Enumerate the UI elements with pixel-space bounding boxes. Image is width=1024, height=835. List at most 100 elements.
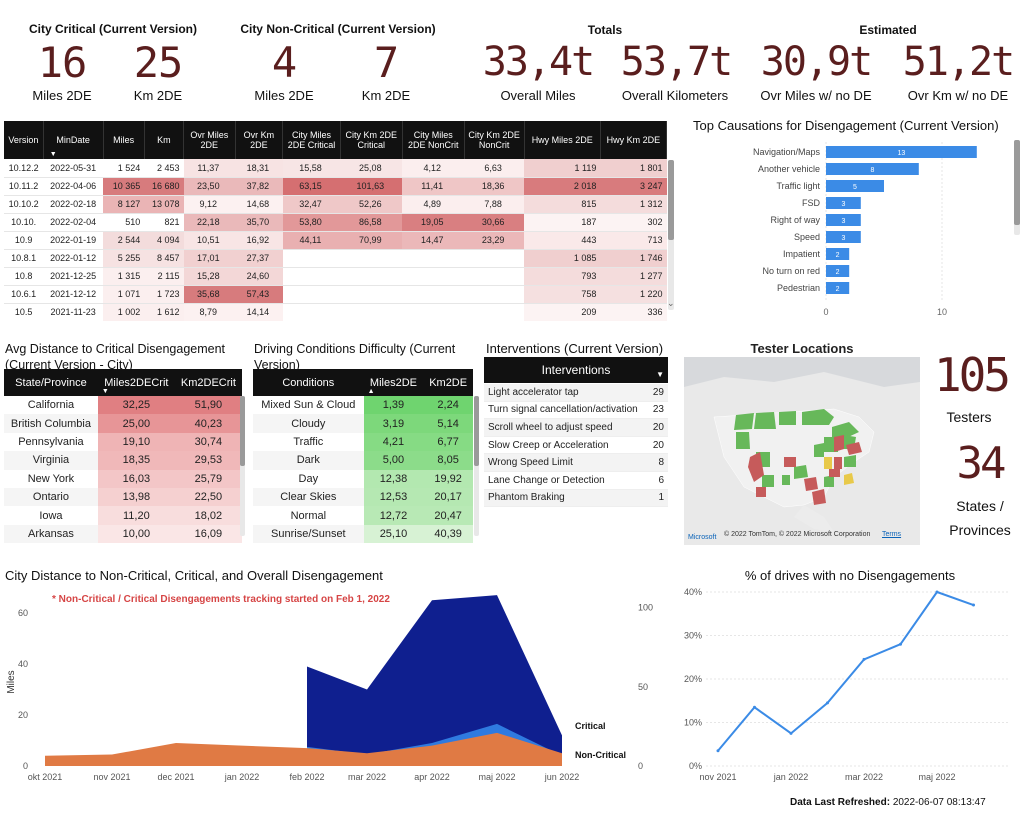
- version-col-header[interactable]: MinDate ▼: [43, 121, 104, 159]
- bar[interactable]: [826, 231, 861, 243]
- bar[interactable]: [826, 248, 850, 260]
- table-row[interactable]: Ontario 13,98 22,50: [4, 487, 242, 507]
- interventions-list: Light accelerator tap 29 Turn signal cance…: [484, 384, 668, 508]
- testers-count: 105: [933, 348, 1011, 402]
- bar[interactable]: [826, 265, 850, 277]
- table-row[interactable]: Iowa 11,20 18,02: [4, 506, 242, 525]
- table-row[interactable]: 10.9 2022-01-19 2 544 4 094 10,51 16,92 44,11 7…: [4, 231, 667, 250]
- list-item[interactable]: Wrong Speed Limit 8: [484, 454, 668, 472]
- table-cell: 2021-11-23: [43, 303, 104, 321]
- table-row[interactable]: 10.10.2 2022-02-18 8 127 13 078 9,12 14,68 32,…: [4, 195, 667, 214]
- version-col-header[interactable]: City Km 2DE NonCrit: [464, 121, 525, 159]
- avg-distance-panel[interactable]: State/Province Miles2DECrit ▼ Km2DECrit Cal…: [4, 369, 242, 543]
- table-cell: 209: [524, 303, 601, 321]
- list-item[interactable]: Lane Change or Detection 6: [484, 472, 668, 490]
- table-row[interactable]: Clear Skies 12,53 20,17: [253, 487, 473, 507]
- kpi-critical-miles: 16: [37, 38, 88, 87]
- table-cell: 1 119: [524, 159, 601, 178]
- version-col-header[interactable]: Ovr Km 2DE: [235, 121, 284, 159]
- table-cell: Normal: [290, 509, 327, 522]
- version-col-header[interactable]: Ovr Miles 2DE: [183, 121, 236, 159]
- avg-distance-scrollbar[interactable]: [240, 396, 245, 536]
- sort-up-icon[interactable]: ▲: [367, 388, 375, 395]
- table-cell: 815: [524, 195, 601, 214]
- interventions-header[interactable]: Interventions ▼: [484, 357, 668, 383]
- last-refreshed: Data Last Refreshed: 2022-06-07 08:13:47: [790, 797, 986, 808]
- table-row[interactable]: Virginia 18,35 29,53: [4, 451, 242, 470]
- avg-distance-col-header[interactable]: State/Province: [4, 369, 98, 396]
- table-row[interactable]: California 32,25 51,90: [4, 396, 242, 415]
- table-cell: 2 453: [144, 159, 184, 178]
- list-item[interactable]: Slow Creep or Acceleration 20: [484, 437, 668, 455]
- list-item[interactable]: Phantom Braking 1: [484, 489, 668, 508]
- version-col-header[interactable]: Version: [4, 121, 44, 159]
- driving-conditions-panel[interactable]: Conditions Miles2DE ▲ Km2DE Mixed Sun & Clo…: [253, 369, 473, 543]
- sort-down-icon[interactable]: ▼: [656, 370, 664, 379]
- table-row[interactable]: Day 12,38 19,92: [253, 469, 473, 488]
- table-row[interactable]: Traffic 4,21 6,77: [253, 432, 473, 452]
- bar[interactable]: [826, 214, 861, 226]
- bar[interactable]: [826, 282, 850, 294]
- table-row[interactable]: Pennsylvania 19,10 30,74: [4, 432, 242, 452]
- list-item[interactable]: Scroll wheel to adjust speed 20: [484, 419, 668, 437]
- driving-conditions-col-header[interactable]: Km2DE: [423, 369, 473, 396]
- table-cell: 10.12.2: [4, 159, 44, 178]
- states-count: 34: [956, 438, 1007, 489]
- version-table-panel[interactable]: Version MinDate ▼ Miles Km Ovr Miles 2DE Ovr K…: [4, 121, 667, 321]
- bar[interactable]: [826, 197, 861, 209]
- driving-conditions-col-header[interactable]: Conditions: [253, 369, 364, 396]
- table-cell: 8,05: [423, 451, 473, 470]
- version-col-header[interactable]: City Km 2DE Critical: [340, 121, 403, 159]
- avg-distance-col-header[interactable]: Km2DECrit: [174, 369, 242, 396]
- version-col-header[interactable]: City Miles 2DE Critical: [282, 121, 341, 159]
- sort-down-icon[interactable]: ▼: [49, 151, 57, 158]
- driving-conditions-col-header[interactable]: Miles2DE ▲: [363, 369, 424, 396]
- bar[interactable]: [826, 180, 884, 192]
- version-col-header[interactable]: Hwy Km 2DE: [600, 121, 667, 159]
- bar[interactable]: [826, 146, 977, 158]
- axis-tick-label: 40: [18, 659, 28, 669]
- intervention-label: Light accelerator tap: [488, 386, 579, 398]
- list-item[interactable]: Light accelerator tap 29: [484, 384, 668, 402]
- version-col-header[interactable]: City Miles 2DE NonCrit: [402, 121, 465, 159]
- version-table-scrollbar[interactable]: [668, 160, 674, 310]
- table-row[interactable]: 10.11.2 2022-04-06 10 365 16 680 23,50 37,82 6…: [4, 177, 667, 196]
- avg-distance-col-header[interactable]: Miles2DECrit ▼: [97, 369, 175, 396]
- table-row[interactable]: 10.5 2021-11-23 1 002 1 612 8,79 14,14 209 336: [4, 303, 667, 321]
- table-cell: Day: [298, 472, 319, 485]
- table-row[interactable]: Normal 12,72 20,47: [253, 506, 473, 525]
- table-row[interactable]: 10.6.1 2021-12-12 1 071 1 723 35,68 57,43 758 1…: [4, 285, 667, 304]
- table-row[interactable]: British Columbia 25,00 40,23: [4, 414, 242, 433]
- bar[interactable]: [826, 163, 919, 175]
- table-row[interactable]: Dark 5,00 8,05: [253, 451, 473, 470]
- table-row[interactable]: Cloudy 3,19 5,14: [253, 414, 473, 433]
- version-col-header[interactable]: Hwy Miles 2DE: [524, 121, 601, 159]
- list-item[interactable]: Turn signal cancellation/activation 23: [484, 402, 668, 420]
- driving-conditions-scrollbar[interactable]: [474, 396, 479, 536]
- table-row[interactable]: Mixed Sun & Cloud 1,39 2,24: [253, 396, 473, 415]
- table-cell: Cloudy: [291, 417, 326, 430]
- table-cell: 10.10.2: [4, 195, 44, 214]
- table-cell: 19,10: [97, 432, 175, 452]
- table-row[interactable]: 10.10. 2022-02-04 510 821 22,18 35,70 53,80 86,…: [4, 213, 667, 232]
- table-row[interactable]: New York 16,03 25,79: [4, 469, 242, 488]
- version-col-header[interactable]: Miles: [103, 121, 145, 159]
- chevron-down-icon[interactable]: ⌄: [667, 298, 675, 308]
- table-cell: 10.8.1: [4, 249, 44, 268]
- table-cell: 821: [144, 213, 184, 232]
- bar-value-label: 5: [853, 184, 857, 191]
- map-terms-link[interactable]: Terms: [882, 531, 902, 538]
- table-row[interactable]: Sunrise/Sunset 25,10 40,39: [253, 524, 473, 543]
- sort-down-icon[interactable]: ▼: [101, 388, 109, 395]
- table-row[interactable]: 10.12.2 2022-05-31 1 524 2 453 11,37 18,31 15,…: [4, 159, 667, 178]
- table-cell: [340, 267, 403, 286]
- bar-category-label: Pedestrian: [777, 283, 820, 293]
- version-col-header[interactable]: Km: [144, 121, 185, 159]
- states-label-1: States /: [956, 498, 1004, 514]
- kpi-estimated-km-label: Ovr Km w/ no DE: [907, 88, 1009, 103]
- tester-map[interactable]: Microsoft © 2022 TomTom, © 2022 Microsof…: [684, 357, 920, 545]
- table-row[interactable]: Arkansas 10,00 16,09: [4, 524, 242, 543]
- table-row[interactable]: 10.8 2021-12-25 1 315 2 115 15,28 24,60 793 1 2…: [4, 267, 667, 286]
- causations-scrollbar[interactable]: [1014, 140, 1020, 235]
- table-row[interactable]: 10.8.1 2022-01-12 5 255 8 457 17,01 27,37 1 08…: [4, 249, 667, 268]
